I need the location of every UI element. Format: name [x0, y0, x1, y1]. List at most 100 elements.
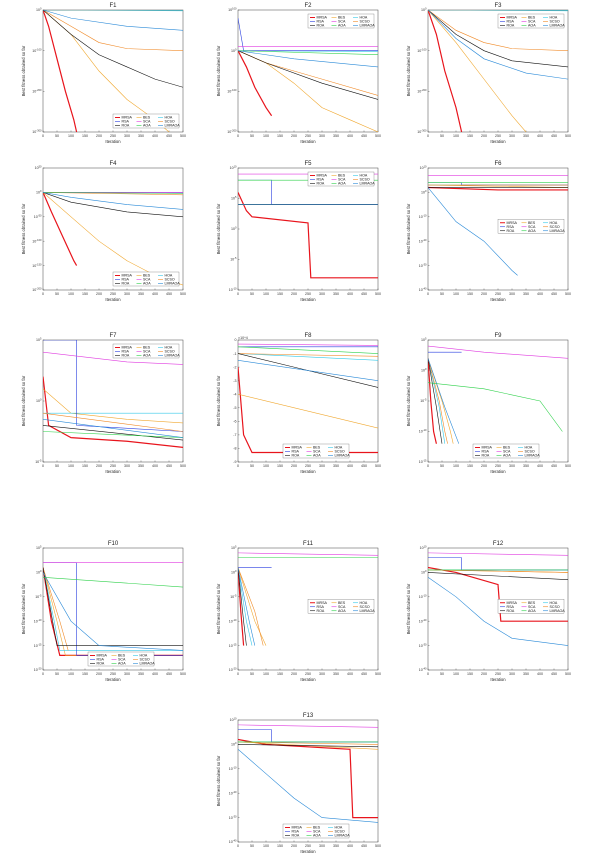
- x-tick-label: 50: [55, 134, 59, 138]
- chart-title: F4: [109, 161, 117, 167]
- legend-label: ROA: [122, 124, 130, 128]
- x-tick-label: 250: [110, 292, 116, 296]
- y-tick-label: 100: [36, 7, 42, 13]
- chart-svg: F2 0 50 100 150 200 250 300 350 400 450 500 Iteratio…: [216, 3, 381, 144]
- x-tick-label: 400: [347, 844, 353, 848]
- x-tick-label: 300: [319, 464, 325, 468]
- legend: MRSA BES HOA RSA SCA SCSO ROA AOA LMRAOA: [307, 171, 375, 187]
- y-tick-label: -8: [233, 447, 236, 451]
- x-tick-label: 0: [237, 672, 239, 676]
- legend-label: SCA: [528, 225, 536, 229]
- y-tick-label: 10-10: [229, 766, 237, 772]
- x-tick-label: 450: [361, 292, 367, 296]
- x-tick-label: 250: [305, 672, 311, 676]
- legend-label: AOA: [118, 662, 126, 666]
- y-tick-label: 105: [36, 337, 42, 343]
- chart-title: F12: [493, 541, 504, 547]
- x-tick-label: 150: [82, 464, 88, 468]
- legend-label: RSA: [507, 20, 515, 24]
- series-group: [43, 340, 183, 448]
- y-tick-label: 10-200: [417, 88, 427, 94]
- series-line-mrsa: [43, 192, 78, 266]
- x-tick-label: 100: [68, 134, 74, 138]
- x-axis-label: Iteration: [300, 469, 316, 474]
- y-axis-label: Best fitness obtained so far: [406, 45, 411, 96]
- x-tick-label: 200: [96, 672, 102, 676]
- legend-label: RSA: [122, 120, 130, 124]
- x-tick-label: 250: [110, 672, 116, 676]
- legend-label: MRSA: [122, 346, 133, 350]
- legend-label: SCSO: [360, 605, 370, 609]
- x-tick-label: 500: [375, 292, 381, 296]
- series-line-aoa: [43, 431, 183, 438]
- chart-panel-f1: F1 0 50 100 150 200 250 300 350 400 450 500 Iteratio…: [20, 0, 190, 150]
- chart-title: F7: [109, 333, 117, 339]
- legend-label: MRSA: [122, 274, 133, 278]
- x-tick-label: 500: [565, 292, 571, 296]
- x-tick-label: 400: [537, 134, 543, 138]
- legend-label: LMRAOA: [140, 662, 156, 666]
- x-tick-label: 50: [440, 672, 444, 676]
- x-tick-label: 200: [96, 134, 102, 138]
- legend-label: ROA: [317, 609, 325, 613]
- series-line-roa: [238, 744, 378, 748]
- y-axis-label: Best fitness obtained so far: [21, 583, 26, 634]
- series-line-lmraoa: [428, 10, 568, 80]
- legend-label: AOA: [528, 24, 536, 28]
- legend-label: AOA: [338, 182, 346, 186]
- series-line-sca: [238, 552, 378, 556]
- x-tick-label: 0: [42, 134, 44, 138]
- legend-label: ROA: [292, 834, 300, 838]
- x-tick-label: 400: [152, 672, 158, 676]
- chart-panel-f3: F3 0 50 100 150 200 250 300 350 400 450 500 Iteratio…: [405, 0, 575, 150]
- legend-label: MRSA: [317, 174, 328, 178]
- series-line-lmraoa: [238, 50, 378, 68]
- x-tick-label: 200: [481, 672, 487, 676]
- y-tick-label: 1010: [420, 165, 427, 171]
- x-tick-label: 350: [523, 464, 529, 468]
- legend-label: BES: [528, 221, 536, 225]
- series-line-aoa: [43, 576, 183, 588]
- legend-label: AOA: [528, 229, 536, 233]
- series-line-roa: [43, 567, 183, 646]
- x-axis-label: Iteration: [300, 849, 316, 854]
- x-tick-label: 350: [333, 464, 339, 468]
- y-tick-label: -7: [233, 433, 236, 437]
- legend-label: AOA: [528, 609, 536, 613]
- chart-panel-f8: F8 0 50 100 150 200 250 300 350 400 450 500 Iteratio…: [215, 330, 385, 480]
- series-line-scso: [238, 567, 264, 646]
- chart-title: F1: [109, 3, 117, 9]
- series-line-bes: [238, 567, 267, 646]
- legend-label: ROA: [507, 229, 515, 233]
- y-tick-label: 10-150: [32, 262, 42, 268]
- x-tick-label: 450: [166, 134, 172, 138]
- series-line-mrsa: [43, 10, 78, 132]
- legend-label: ROA: [507, 609, 515, 613]
- y-tick-label: 10-50: [34, 214, 42, 220]
- plot-area: [42, 339, 184, 463]
- x-tick-label: 100: [453, 292, 459, 296]
- chart-title: F6: [494, 161, 502, 167]
- x-tick-label: 150: [467, 672, 473, 676]
- legend-label: HOA: [525, 446, 533, 450]
- legend-label: BES: [528, 601, 536, 605]
- y-tick-label: 1010: [230, 165, 237, 171]
- y-axis-label: Best fitness obtained so far: [216, 583, 221, 634]
- y-tick-label: 10-20: [419, 618, 427, 624]
- chart-panel-f10: F10 0 50 100 150 200 250 300 350 400 450 500 Iterati…: [20, 538, 190, 688]
- series-line-scso: [43, 567, 69, 651]
- x-tick-label: 100: [453, 672, 459, 676]
- chart-svg: F1 0 50 100 150 200 250 300 350 400 450 500 Iteratio…: [21, 3, 186, 144]
- x-axis-label: Iteration: [300, 677, 316, 682]
- series-group: [428, 10, 568, 132]
- series-line-bes: [428, 184, 568, 188]
- x-tick-label: 200: [481, 292, 487, 296]
- x-tick-label: 350: [138, 464, 144, 468]
- y-tick-label: 1010: [230, 717, 237, 723]
- legend-label: LMRAOA: [360, 24, 376, 28]
- series-line-mrsa: [238, 192, 378, 279]
- legend: MRSA BES HOA RSA SCA SCSO ROA AOA LMRAOA: [307, 599, 375, 614]
- y-tick-label: 100: [421, 367, 427, 373]
- y-tick-label: 100: [36, 189, 42, 195]
- series-line-aoa: [238, 50, 378, 56]
